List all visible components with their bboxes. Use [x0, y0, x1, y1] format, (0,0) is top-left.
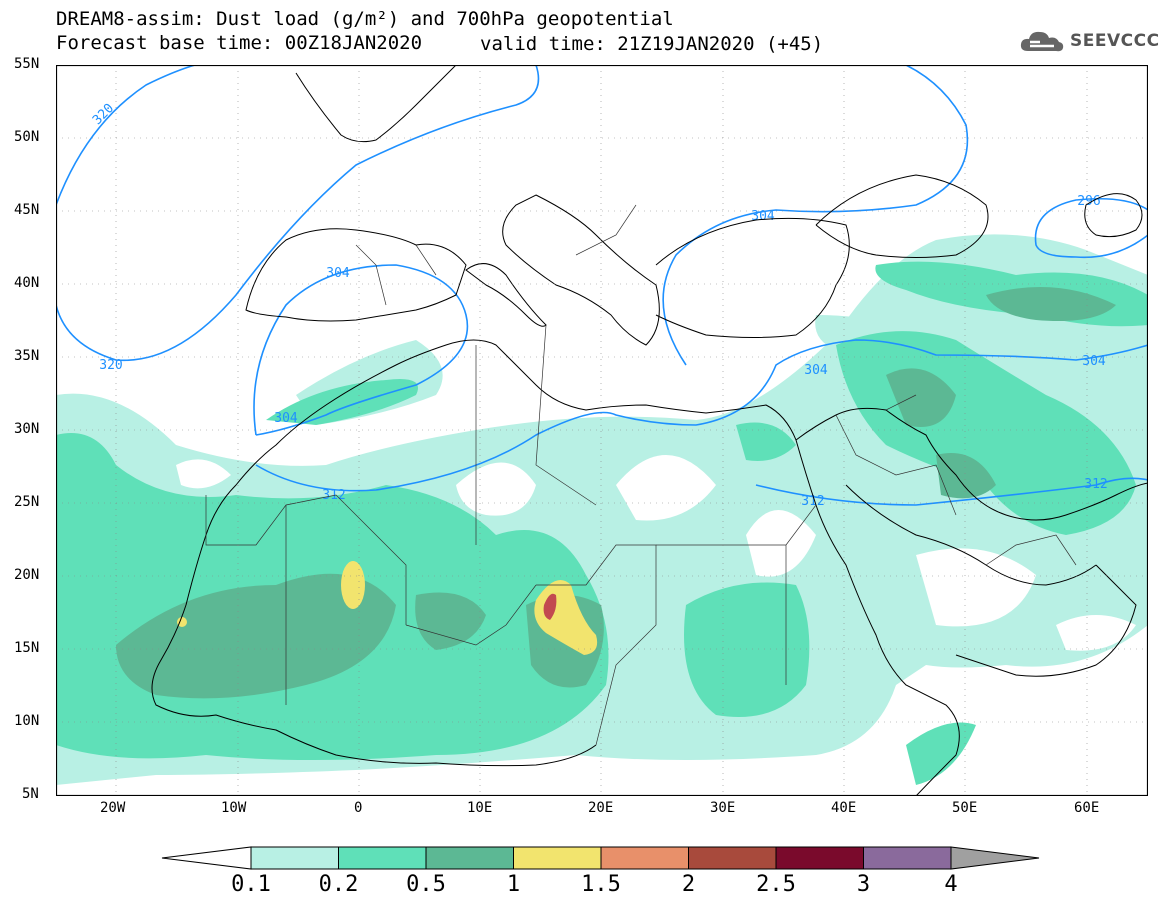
contour-label: 312	[1084, 477, 1107, 492]
contour-label: 296	[1077, 194, 1100, 209]
lat-label: 35N	[14, 348, 40, 364]
lon-label: 10E	[467, 800, 493, 816]
colorbar-segment	[513, 846, 602, 870]
colorbar-tick-label: 2	[681, 872, 696, 897]
colorbar-tick-label: 1	[506, 872, 521, 897]
contour-label: 304	[274, 411, 298, 426]
colorbar-tick-label: 2.5	[756, 872, 796, 897]
colorbar-tick-label: 0.1	[231, 872, 271, 897]
lon-label: 20E	[588, 800, 614, 816]
dust-map: 320 320 304 304 304 304 304 312 312 312 …	[56, 65, 1148, 796]
colorbar-segment	[338, 846, 427, 870]
cloud-icon	[1020, 31, 1064, 52]
contour-label: 304	[326, 266, 350, 281]
lat-label: 20N	[14, 567, 40, 583]
colorbar-tick-label: 3	[856, 872, 871, 897]
colorbar-segment	[600, 846, 689, 870]
lat-label: 15N	[14, 640, 40, 656]
seevccc-logo: SEEVCCC	[1018, 26, 1160, 56]
colorbar-tick-label: 0.5	[406, 872, 446, 897]
lon-label: 30E	[710, 800, 736, 816]
lat-label: 30N	[14, 421, 40, 437]
lat-label: 55N	[14, 56, 40, 72]
colorbar-segment	[161, 846, 252, 870]
lat-label: 40N	[14, 275, 40, 291]
lon-label: 0	[354, 800, 363, 816]
contour-label: 304	[1082, 354, 1106, 369]
lat-label: 25N	[14, 494, 40, 510]
graticule	[56, 65, 1148, 796]
colorbar-segment	[688, 846, 777, 870]
map-title: DREAM8-assim: Dust load (g/m²) and 700hP…	[56, 8, 674, 30]
colorbar-segment	[250, 846, 339, 870]
contour-label: 320	[99, 358, 122, 373]
forecast-base-time: Forecast base time: 00Z18JAN2020	[56, 32, 423, 54]
colorbar-segment	[950, 846, 1040, 870]
contour-label: 304	[751, 209, 775, 224]
colorbar-segment	[425, 846, 514, 870]
lon-label: 60E	[1074, 800, 1100, 816]
lat-label: 45N	[14, 202, 40, 218]
contour-label: 304	[804, 363, 828, 378]
colorbar-segment	[863, 846, 952, 870]
lat-label: 10N	[14, 713, 40, 729]
colorbar-tick-label: 4	[944, 872, 958, 897]
lat-label: 50N	[14, 129, 40, 145]
lon-label: 50E	[952, 800, 978, 816]
contour-label: 312	[801, 494, 824, 509]
logo-text: SEEVCCC	[1070, 31, 1160, 51]
lat-label: 5N	[22, 786, 39, 802]
colorbar	[161, 846, 1040, 870]
colorbar-segment	[775, 846, 864, 870]
lon-label: 20W	[100, 800, 126, 816]
borders	[205, 204, 1077, 746]
lon-label: 10W	[221, 800, 247, 816]
lon-label: 40E	[831, 800, 857, 816]
coastlines	[151, 65, 1148, 796]
valid-time: valid time: 21Z19JAN2020 (+45)	[480, 33, 824, 55]
dust-peak	[543, 593, 557, 620]
colorbar-tick-label: 1.5	[581, 872, 621, 897]
colorbar-tick-label: 0.2	[318, 872, 359, 897]
